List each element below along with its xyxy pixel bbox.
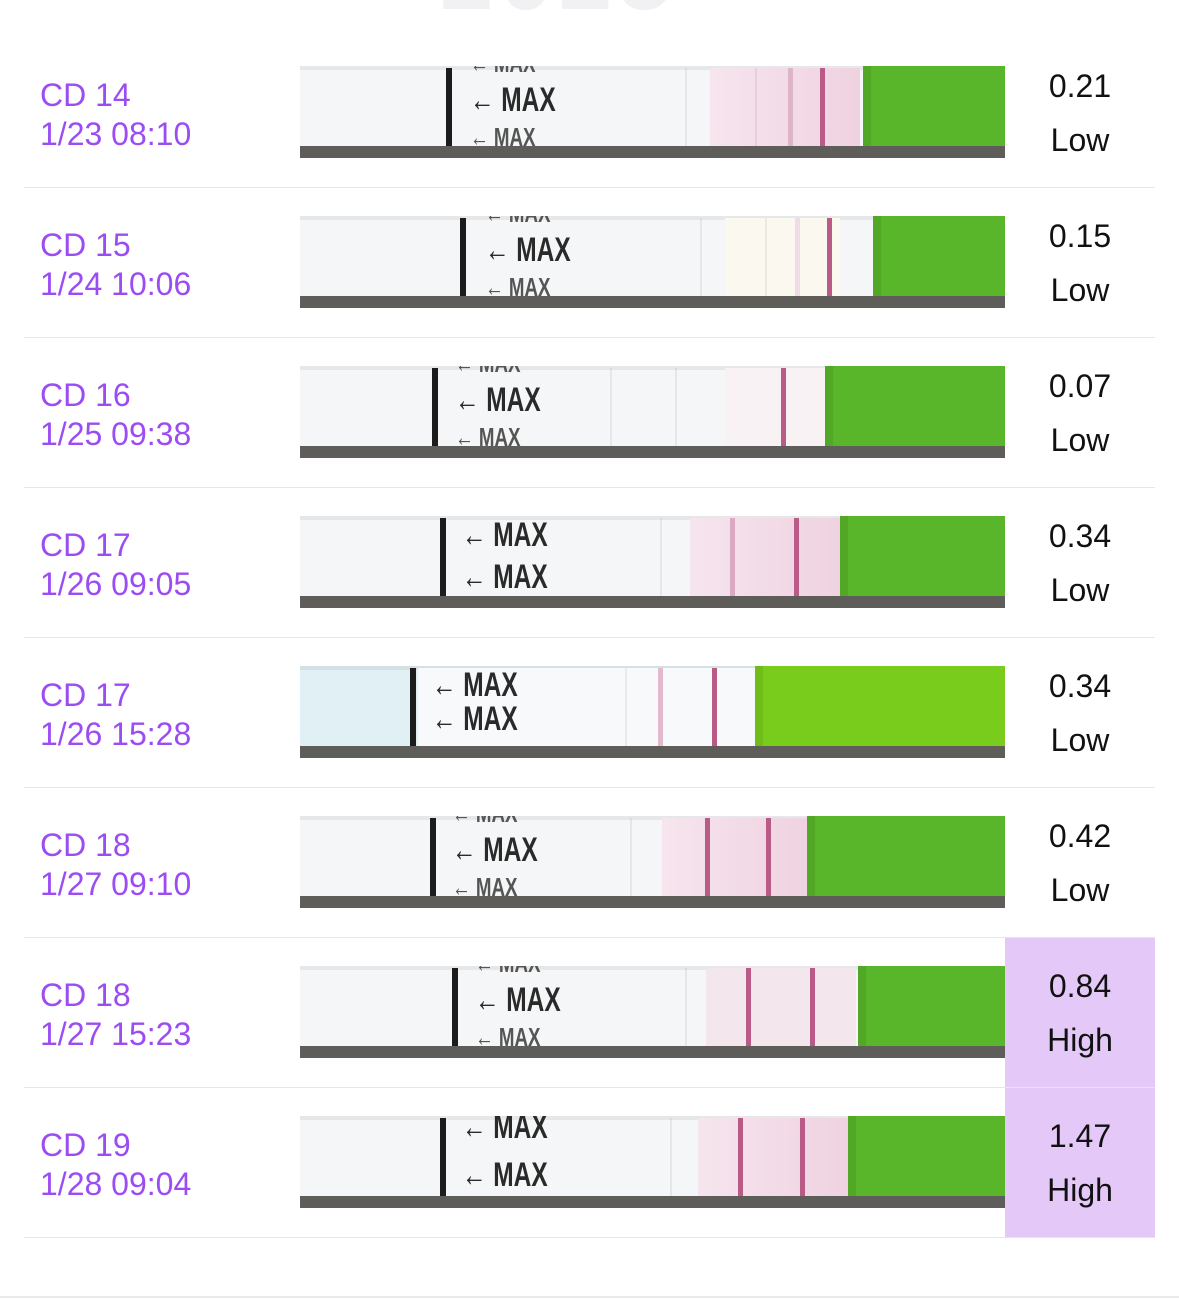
max-marker: ← MAX xyxy=(452,872,518,902)
test-datetime: 1/25 09:38 xyxy=(40,416,192,452)
test-row[interactable]: CD 15 1/24 10:06 ← MAX ← MAX ← MAX 0.15 … xyxy=(0,188,1179,338)
lh-value: 0.07 xyxy=(1048,368,1112,404)
year-header: 2025 xyxy=(440,0,678,32)
cycle-day: CD 17 xyxy=(40,677,131,713)
lh-level: Low xyxy=(1050,422,1110,458)
lh-result: 0.07 Low xyxy=(1005,338,1155,488)
entry-label: CD 17 1/26 09:05 xyxy=(40,526,191,604)
test-datetime: 1/23 08:10 xyxy=(40,116,192,152)
lh-value: 0.42 xyxy=(1048,818,1112,854)
test-datetime: 1/24 10:06 xyxy=(40,266,192,302)
max-marker: ← MAX xyxy=(470,122,536,152)
max-marker: ← MAX xyxy=(432,700,518,738)
lh-level: Low xyxy=(1050,872,1110,908)
max-marker: ← MAX xyxy=(462,1156,548,1194)
lh-result-high: 0.84 High xyxy=(1005,938,1155,1088)
test-row[interactable]: CD 19 1/28 09:04 ← MAX ← MAX 1.47 High xyxy=(0,1088,1179,1238)
max-marker: ← MAX xyxy=(475,1022,541,1052)
test-row[interactable]: CD 17 1/26 15:28 ← MAX ← MAX 0.34 Low xyxy=(0,638,1179,788)
max-marker: ← MAX xyxy=(462,558,548,596)
test-strip-photo[interactable]: ← MAX ← MAX ← MAX xyxy=(300,366,1005,458)
max-marker: ← MAX xyxy=(455,381,541,419)
lh-level: High xyxy=(1047,1172,1113,1208)
cycle-day: CD 18 xyxy=(40,827,131,863)
test-strip-photo[interactable]: ← MAX ← MAX xyxy=(300,1116,1005,1208)
lh-value: 0.34 xyxy=(1048,518,1112,554)
max-marker: ← MAX xyxy=(485,231,571,269)
lh-value: 0.84 xyxy=(1048,968,1112,1004)
lh-level: Low xyxy=(1050,722,1110,758)
lh-level: Low xyxy=(1050,572,1110,608)
test-datetime: 1/28 09:04 xyxy=(40,1166,192,1202)
lh-level: Low xyxy=(1050,272,1110,308)
max-marker: ← MAX xyxy=(470,66,556,76)
cycle-day: CD 17 xyxy=(40,527,131,563)
test-datetime: 1/26 15:28 xyxy=(40,716,192,752)
test-row[interactable]: CD 18 1/27 15:23 ← MAX ← MAX ← MAX 0.84 … xyxy=(0,938,1179,1088)
test-strip-photo[interactable]: ← MAX ← MAX ← MAX xyxy=(300,216,1005,308)
entry-label: CD 15 1/24 10:06 xyxy=(40,226,191,304)
lh-result-high: 1.47 High xyxy=(1005,1088,1155,1238)
entry-label: CD 19 1/28 09:04 xyxy=(40,1126,191,1204)
max-marker: ← MAX xyxy=(432,666,518,704)
test-strip-photo[interactable]: ← MAX ← MAX xyxy=(300,666,1005,758)
entry-label: CD 17 1/26 15:28 xyxy=(40,676,191,754)
cycle-day: CD 15 xyxy=(40,227,131,263)
test-strip-photo[interactable]: ← MAX ← MAX ← MAX xyxy=(300,816,1005,908)
lh-result: 0.42 Low xyxy=(1005,788,1155,938)
cycle-day: CD 18 xyxy=(40,977,131,1013)
cycle-day: CD 16 xyxy=(40,377,131,413)
entry-label: CD 14 1/23 08:10 xyxy=(40,76,191,154)
test-row[interactable]: CD 14 1/23 08:10 ← MAX ← MAX ← MAX 0.21 … xyxy=(0,38,1179,188)
max-marker: ← MAX xyxy=(470,81,556,119)
lh-result: 0.15 Low xyxy=(1005,188,1155,338)
test-row[interactable]: CD 16 1/25 09:38 ← MAX ← MAX ← MAX 0.07 … xyxy=(0,338,1179,488)
cycle-day: CD 19 xyxy=(40,1127,131,1163)
lh-result: 0.21 Low xyxy=(1005,38,1155,188)
test-datetime: 1/27 15:23 xyxy=(40,1016,192,1052)
lh-level: Low xyxy=(1050,122,1110,158)
lh-result: 0.34 Low xyxy=(1005,488,1155,638)
entry-label: CD 16 1/25 09:38 xyxy=(40,376,191,454)
lh-level: High xyxy=(1047,1022,1113,1058)
test-history-list: CD 14 1/23 08:10 ← MAX ← MAX ← MAX 0.21 … xyxy=(0,38,1179,1238)
entry-label: CD 18 1/27 15:23 xyxy=(40,976,191,1054)
max-marker: ← MAX xyxy=(475,966,561,976)
test-datetime: 1/26 09:05 xyxy=(40,566,192,602)
lh-value: 1.47 xyxy=(1048,1118,1112,1154)
max-marker: ← MAX xyxy=(485,216,571,226)
test-strip-photo[interactable]: ← MAX ← MAX ← MAX xyxy=(300,66,1005,158)
max-marker: ← MAX xyxy=(455,422,521,452)
cycle-day: CD 14 xyxy=(40,77,131,113)
entry-label: CD 18 1/27 09:10 xyxy=(40,826,191,904)
test-strip-photo[interactable]: ← MAX ← MAX xyxy=(300,516,1005,608)
max-marker: ← MAX xyxy=(455,366,541,376)
max-marker: ← MAX xyxy=(485,272,551,302)
lh-value: 0.21 xyxy=(1048,68,1112,104)
lh-value: 0.15 xyxy=(1048,218,1112,254)
max-marker: ← MAX xyxy=(452,831,538,869)
max-marker: ← MAX xyxy=(475,981,561,1019)
lh-value: 0.34 xyxy=(1048,668,1112,704)
max-marker: ← MAX xyxy=(462,1116,548,1146)
max-marker: ← MAX xyxy=(452,816,538,826)
test-row[interactable]: CD 18 1/27 09:10 ← MAX ← MAX ← MAX 0.42 … xyxy=(0,788,1179,938)
bottom-divider xyxy=(0,1296,1179,1298)
test-strip-photo[interactable]: ← MAX ← MAX ← MAX xyxy=(300,966,1005,1058)
test-row[interactable]: CD 17 1/26 09:05 ← MAX ← MAX 0.34 Low xyxy=(0,488,1179,638)
test-datetime: 1/27 09:10 xyxy=(40,866,192,902)
lh-result: 0.34 Low xyxy=(1005,638,1155,788)
max-marker: ← MAX xyxy=(462,516,548,554)
